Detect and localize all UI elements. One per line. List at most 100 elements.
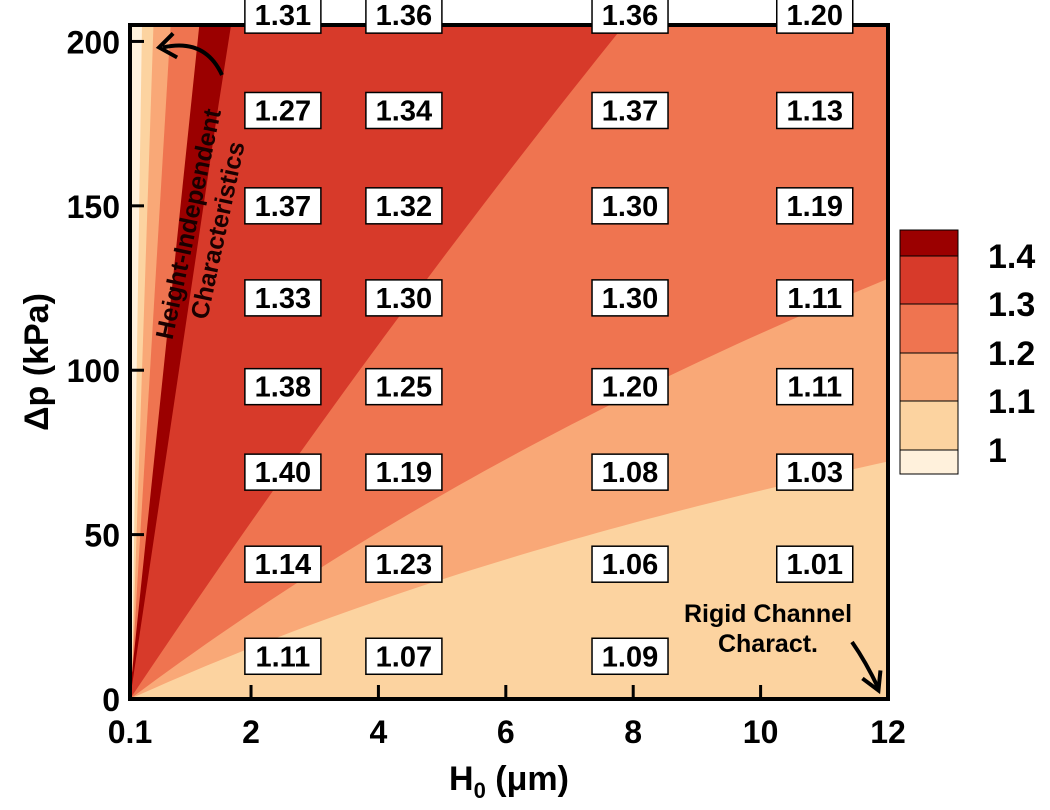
- x-axis-title: H0 (μm): [449, 760, 569, 803]
- value-label-text: 1.30: [602, 191, 658, 223]
- value-label-text: 1.08: [602, 457, 658, 489]
- arrow-line: [850, 640, 881, 690]
- value-label: 1.37: [244, 187, 322, 225]
- value-label-text: 1.19: [787, 191, 843, 223]
- value-label-box: [244, 91, 322, 130]
- value-label: 1.33: [244, 279, 322, 317]
- y-tick-label: 50: [84, 518, 120, 554]
- x-tick-label: 10: [743, 714, 779, 750]
- value-label: 1.08: [591, 453, 669, 491]
- x-tick-label: 0.1: [108, 714, 152, 750]
- value-label-box: [365, 187, 443, 225]
- legend-swatch: [899, 229, 959, 257]
- value-label-box: [244, 0, 322, 34]
- value-label-box: [244, 279, 322, 317]
- arrow-line: [162, 43, 224, 76]
- value-label-text: 1.14: [255, 549, 311, 581]
- value-label: 1.30: [591, 187, 669, 225]
- y-tick-label: 150: [67, 189, 120, 225]
- legend-label: 1.3: [988, 286, 1035, 324]
- x-tick-label: 2: [242, 714, 260, 750]
- value-label-text: 1.20: [602, 372, 658, 404]
- value-label: 1.36: [591, 0, 669, 34]
- x-tick-label: 8: [624, 714, 642, 750]
- value-label: 1.20: [591, 367, 669, 406]
- value-label: 1.36: [365, 0, 443, 34]
- value-label-text: 1.32: [376, 191, 432, 223]
- plot-frame: [128, 23, 890, 701]
- colorbar-legend: 1.4 1.3 1.2 1.1 1: [899, 229, 1035, 475]
- value-label: 1.11: [244, 637, 322, 676]
- value-label-text: 1.20: [787, 0, 843, 32]
- value-label-box: [244, 637, 322, 676]
- value-label-box: [365, 91, 443, 130]
- value-label: 1.32: [365, 187, 443, 225]
- value-label: 1.03: [775, 453, 854, 491]
- value-label: 1.07: [365, 637, 443, 676]
- value-label-text: 1.36: [376, 0, 432, 32]
- value-label: 1.13: [775, 91, 854, 130]
- value-label: 1.11: [775, 279, 854, 317]
- value-label-text: 1.23: [376, 549, 432, 581]
- value-label-text: 1.25: [376, 372, 432, 404]
- value-label-box: [775, 187, 854, 225]
- value-label-text: 1.30: [602, 283, 658, 315]
- value-label: 1.25: [365, 367, 443, 406]
- annotation-line: Rigid Channel: [684, 600, 852, 628]
- value-label-box: [244, 367, 322, 406]
- value-label-text: 1.06: [602, 549, 658, 581]
- value-label-text: 1.34: [376, 95, 432, 127]
- value-label: 1.23: [365, 545, 443, 583]
- legend-label: 1.2: [988, 335, 1035, 373]
- value-label-text: 1.03: [787, 457, 843, 489]
- value-label-text: 1.19: [376, 457, 432, 489]
- value-label-text: 1.36: [602, 0, 658, 32]
- value-label-box: [591, 637, 669, 676]
- value-label-box: [775, 367, 854, 406]
- value-label-box: [365, 0, 443, 34]
- x-axis: 0.1 2 4 6 8 10 12: [108, 685, 906, 750]
- value-label-text: 1.33: [255, 283, 311, 315]
- value-label-box: [365, 637, 443, 676]
- value-label-box: [591, 0, 669, 34]
- value-label-box: [775, 0, 854, 34]
- value-label: 1.19: [775, 187, 854, 225]
- value-label-text: 1.30: [376, 283, 432, 315]
- legend-swatch: [899, 400, 959, 451]
- value-label-box: [591, 367, 669, 406]
- value-label: 1.09: [591, 637, 669, 676]
- band-1.4: [130, 25, 888, 699]
- value-label-text: 1.13: [787, 95, 843, 127]
- value-label-box: [365, 545, 443, 583]
- arrowhead-icon: [155, 32, 179, 60]
- value-label-box: [365, 367, 443, 406]
- value-label-text: 1.11: [787, 283, 842, 315]
- value-label-box: [591, 453, 669, 491]
- value-label-box: [591, 187, 669, 225]
- value-label-box: [775, 279, 854, 317]
- value-label-box: [775, 545, 854, 583]
- annotation-line: Charact.: [718, 630, 818, 658]
- value-label-box: [591, 545, 669, 583]
- value-label: 1.37: [591, 91, 669, 130]
- value-label: 1.20: [775, 0, 854, 34]
- y-tick-label: 200: [67, 24, 120, 60]
- legend-label: 1.4: [988, 238, 1035, 276]
- y-axis: 0 50 100 150 200: [67, 24, 144, 718]
- value-label-text: 1.37: [255, 191, 311, 223]
- value-label: 1.34: [365, 91, 443, 130]
- value-label-box: [591, 279, 669, 317]
- value-label-box: [365, 453, 443, 491]
- value-label-text: 1.09: [602, 641, 658, 673]
- value-label-box: [775, 453, 854, 491]
- value-label-text: 1.11: [255, 641, 310, 673]
- value-label-text: 1.01: [787, 549, 843, 581]
- value-label-text: 1.37: [602, 95, 658, 127]
- y-tick-label: 0: [102, 682, 120, 718]
- value-labels: 1.31 1.36 1.36 1.20 1.27 1.34 1.37 1.13 1.37 1.32…: [244, 0, 854, 676]
- value-label-text: 1.07: [376, 641, 432, 673]
- value-label-box: [244, 545, 322, 583]
- value-label: 1.11: [775, 367, 854, 406]
- value-label: 1.14: [244, 545, 322, 583]
